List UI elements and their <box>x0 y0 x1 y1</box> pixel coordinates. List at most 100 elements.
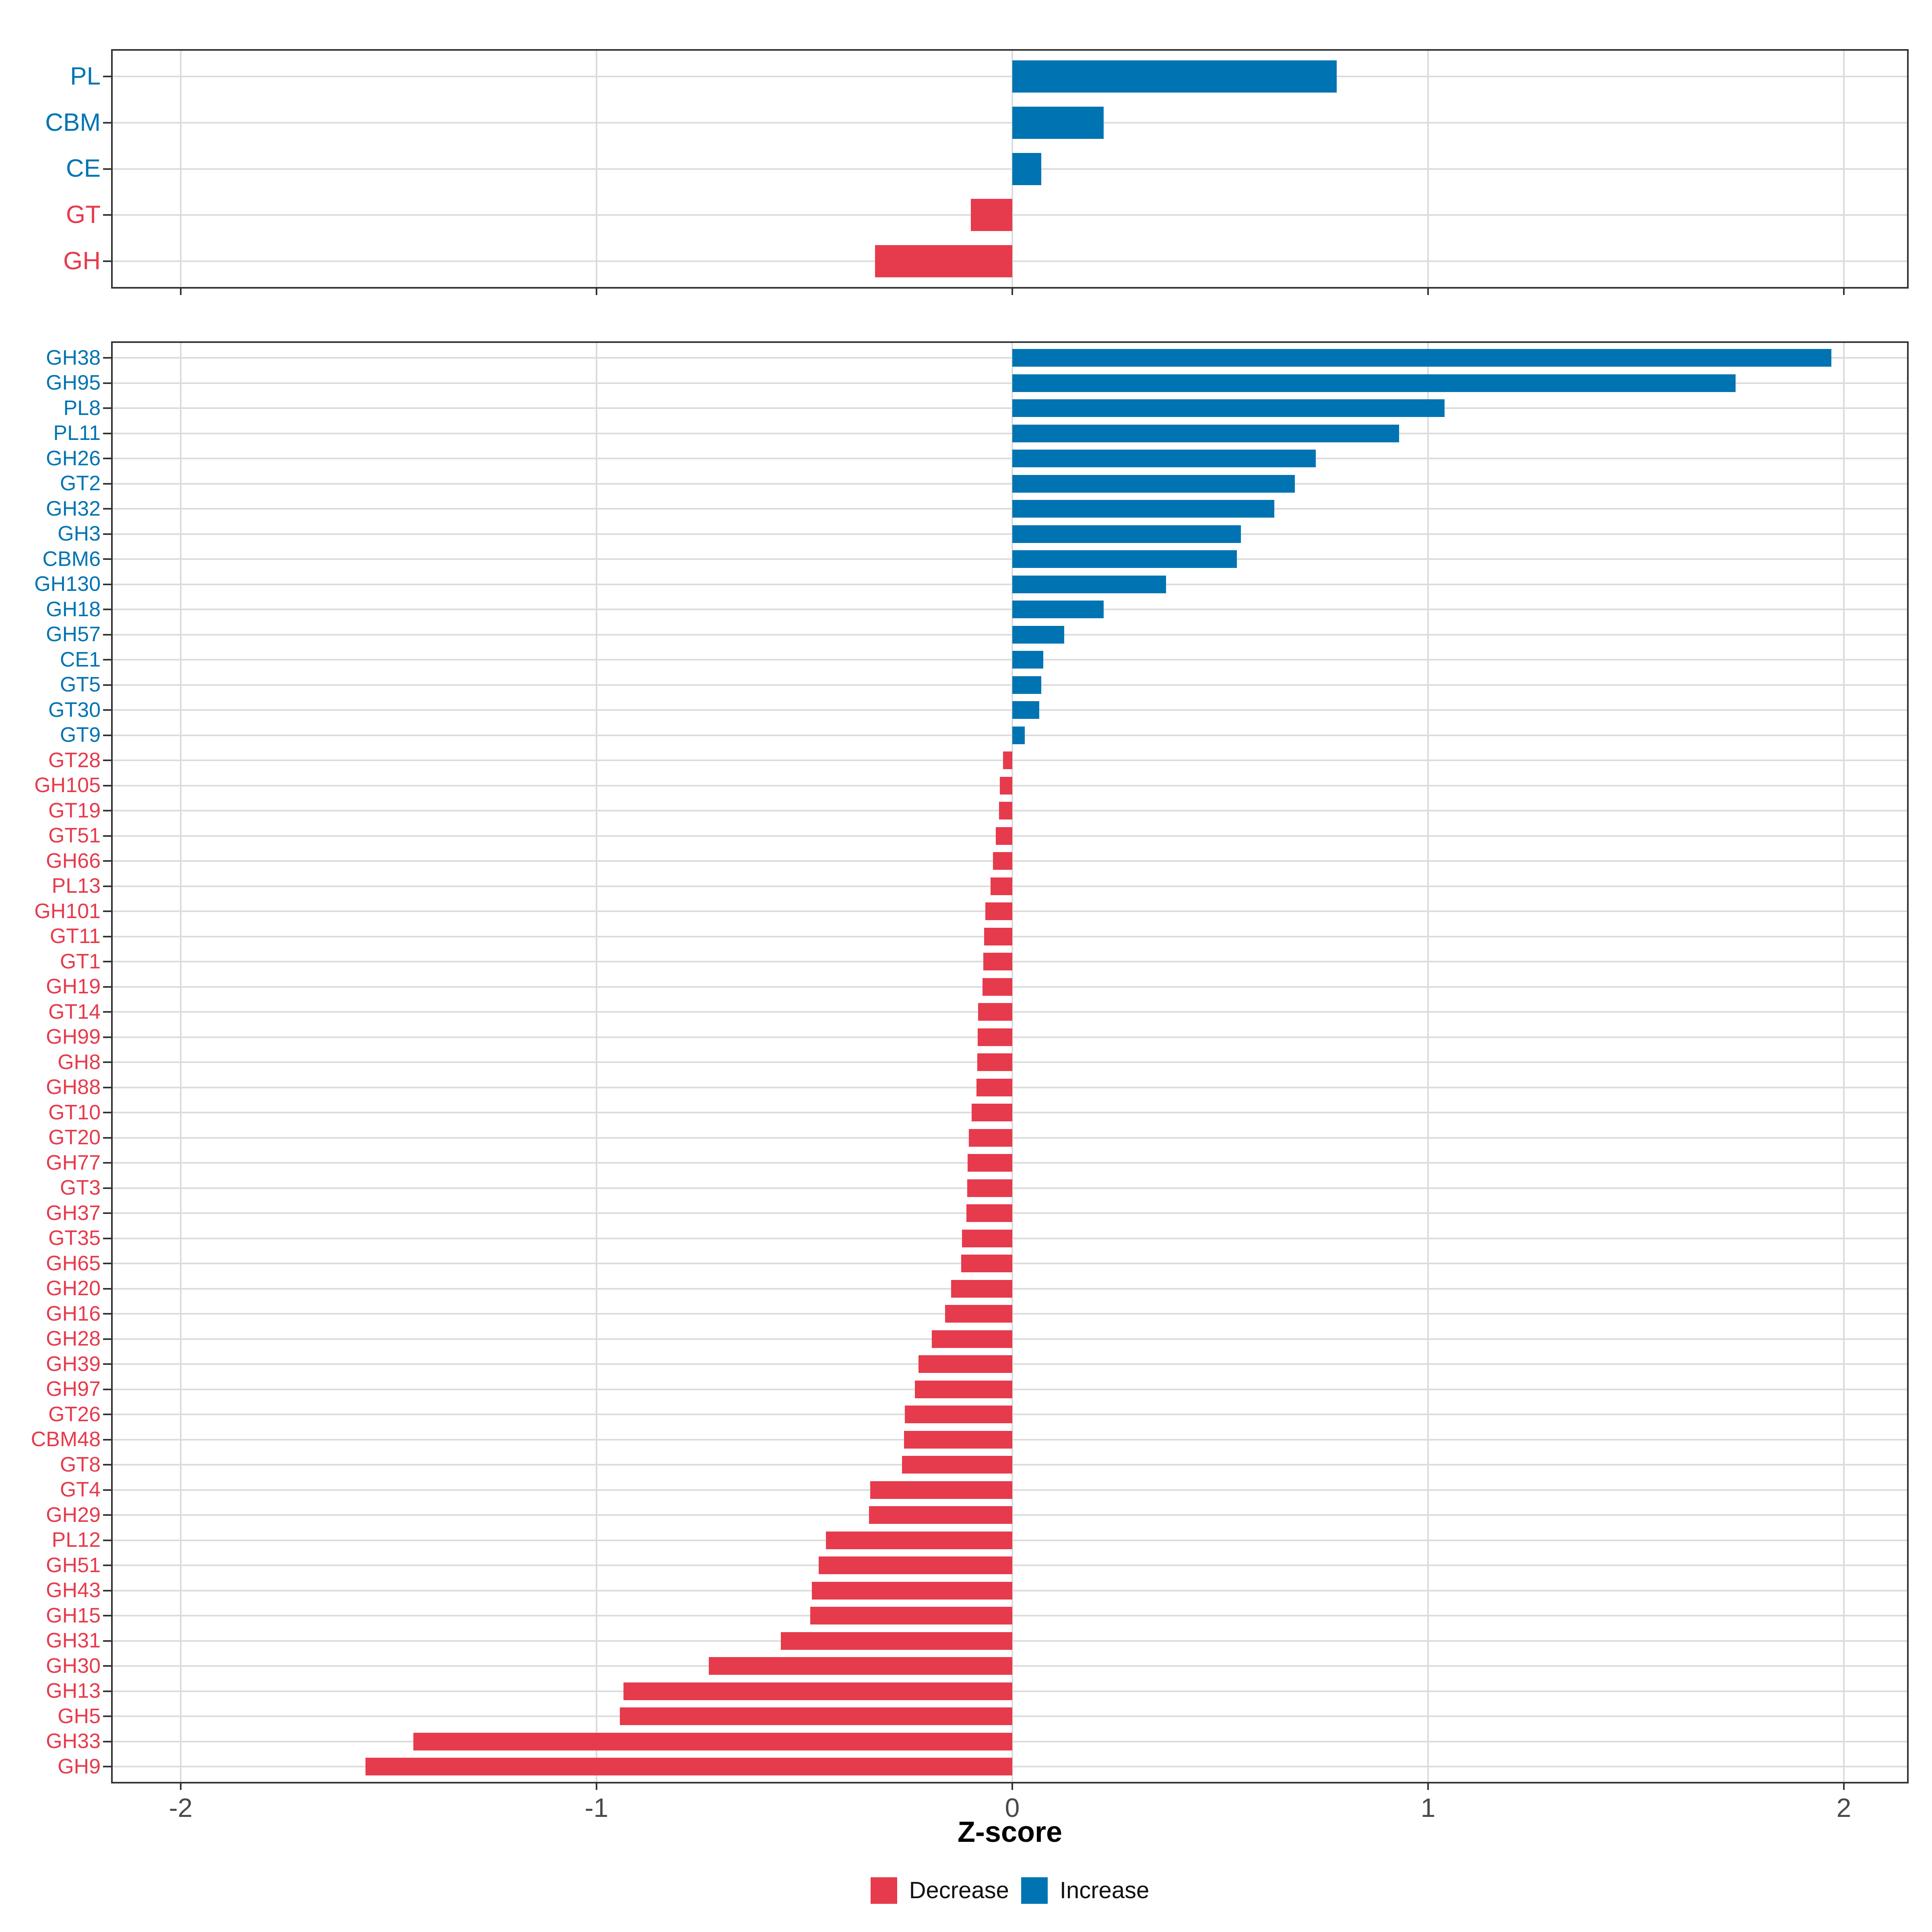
x-tick-mark <box>180 289 182 295</box>
bar-GT14 <box>978 1003 1012 1021</box>
y-tick-mark <box>103 357 111 359</box>
y-tick-mark <box>103 76 111 77</box>
bar-PL <box>1012 60 1337 93</box>
y-tick-mark <box>103 1565 111 1566</box>
y-axis-label-GT20: GT20 <box>48 1126 101 1150</box>
x-tick-label: 1 <box>1420 1793 1436 1823</box>
y-axis-label-GH8: GH8 <box>58 1050 101 1074</box>
bar-GH77 <box>968 1154 1012 1172</box>
y-tick-mark <box>103 1112 111 1113</box>
bar-PL11 <box>1012 424 1399 442</box>
y-tick-mark <box>103 1061 111 1063</box>
bar-GT2 <box>1012 475 1295 493</box>
x-tick-mark <box>1011 289 1013 295</box>
bar-GT51 <box>995 827 1012 845</box>
bar-CBM48 <box>904 1430 1012 1449</box>
y-axis-label-GT28: GT28 <box>48 748 101 772</box>
y-axis-label-GH18: GH18 <box>46 597 101 621</box>
y-axis-label-GT11: GT11 <box>50 925 101 948</box>
bar-GH65 <box>961 1255 1012 1272</box>
y-axis-label-GH130: GH130 <box>34 572 101 596</box>
y-axis-label-GT19: GT19 <box>48 799 101 822</box>
y-tick-mark <box>103 1363 111 1365</box>
x-tick-label: -1 <box>584 1793 609 1823</box>
x-tick-mark <box>596 289 597 295</box>
bar-GH29 <box>869 1506 1012 1524</box>
y-axis-label-GH39: GH39 <box>46 1352 101 1376</box>
y-tick-mark <box>103 709 111 711</box>
y-axis-label-GH9: GH9 <box>58 1754 101 1778</box>
y-axis-label-GH3: GH3 <box>58 522 101 546</box>
y-tick-mark <box>103 1137 111 1139</box>
y-tick-mark <box>103 407 111 409</box>
gridline-horizontal <box>111 382 1909 384</box>
y-axis-label-PL8: PL8 <box>63 396 101 420</box>
y-tick-mark <box>103 1665 111 1667</box>
y-tick-mark <box>103 1690 111 1692</box>
bar-GT20 <box>968 1129 1012 1147</box>
family-panel <box>111 341 1909 1783</box>
y-axis-label-GT5: GT5 <box>60 673 101 697</box>
bar-GH39 <box>918 1355 1012 1373</box>
bar-GH66 <box>993 852 1012 870</box>
y-tick-mark <box>103 609 111 610</box>
bar-GH31 <box>780 1632 1012 1650</box>
bar-GH101 <box>985 902 1012 920</box>
gridline-horizontal <box>111 357 1909 359</box>
gridline-horizontal <box>111 407 1909 409</box>
bar-GH38 <box>1012 349 1831 367</box>
x-tick-mark <box>1427 289 1429 295</box>
bar-CBM6 <box>1012 550 1237 568</box>
y-axis-label-GH77: GH77 <box>46 1151 101 1174</box>
y-tick-mark <box>103 1589 111 1591</box>
y-axis-label-GH28: GH28 <box>46 1327 101 1351</box>
y-axis-label-GH95: GH95 <box>46 371 101 395</box>
y-tick-mark <box>103 1464 111 1466</box>
y-axis-label-GH43: GH43 <box>46 1579 101 1602</box>
x-tick-mark <box>1843 289 1845 295</box>
y-tick-mark <box>103 432 111 434</box>
bar-GT19 <box>999 802 1012 819</box>
y-tick-mark <box>103 1615 111 1616</box>
y-axis-label-GH30: GH30 <box>46 1654 101 1678</box>
bar-GH43 <box>812 1581 1012 1600</box>
y-axis-label-GT14: GT14 <box>48 1000 101 1024</box>
y-tick-mark <box>103 1036 111 1038</box>
y-axis-label-GT30: GT30 <box>48 698 101 722</box>
gridline-horizontal <box>111 583 1909 585</box>
y-tick-mark <box>103 1162 111 1164</box>
y-tick-mark <box>103 986 111 988</box>
legend-label-increase: Increase <box>1059 1877 1150 1903</box>
bar-GT30 <box>1012 701 1040 719</box>
bar-GT3 <box>967 1179 1012 1197</box>
gridline-horizontal <box>111 483 1909 485</box>
bar-GH19 <box>982 978 1012 996</box>
bar-GT4 <box>870 1481 1012 1499</box>
y-tick-mark <box>103 1187 111 1189</box>
bar-GT1 <box>983 953 1012 970</box>
y-axis-label-GH101: GH101 <box>34 899 101 923</box>
y-tick-mark <box>103 1640 111 1642</box>
y-tick-mark <box>103 1489 111 1491</box>
y-tick-mark <box>103 260 111 262</box>
bar-PL13 <box>991 877 1012 895</box>
y-axis-label-PL13: PL13 <box>52 874 101 898</box>
y-tick-mark <box>103 860 111 862</box>
bar-GH97 <box>915 1380 1012 1398</box>
y-tick-mark <box>103 1212 111 1214</box>
x-tick-mark <box>180 1783 182 1790</box>
bar-GH33 <box>413 1732 1012 1750</box>
y-axis-label-GT4: GT4 <box>60 1478 101 1502</box>
y-axis-label-GH16: GH16 <box>46 1302 101 1325</box>
y-tick-mark <box>103 961 111 962</box>
bar-GH16 <box>945 1305 1012 1323</box>
bar-GH95 <box>1012 374 1736 392</box>
y-tick-mark <box>103 910 111 912</box>
y-tick-mark <box>103 168 111 170</box>
y-axis-label-GH38: GH38 <box>46 346 101 369</box>
y-axis-label-GH31: GH31 <box>46 1629 101 1653</box>
y-tick-mark <box>103 1288 111 1290</box>
gridline-horizontal <box>111 432 1909 434</box>
y-axis-label-CE: CE <box>66 155 101 183</box>
